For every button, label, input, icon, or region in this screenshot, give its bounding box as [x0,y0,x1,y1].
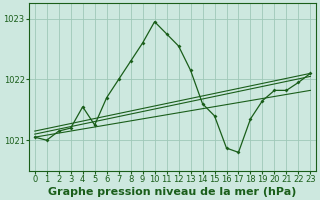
X-axis label: Graphe pression niveau de la mer (hPa): Graphe pression niveau de la mer (hPa) [48,187,297,197]
